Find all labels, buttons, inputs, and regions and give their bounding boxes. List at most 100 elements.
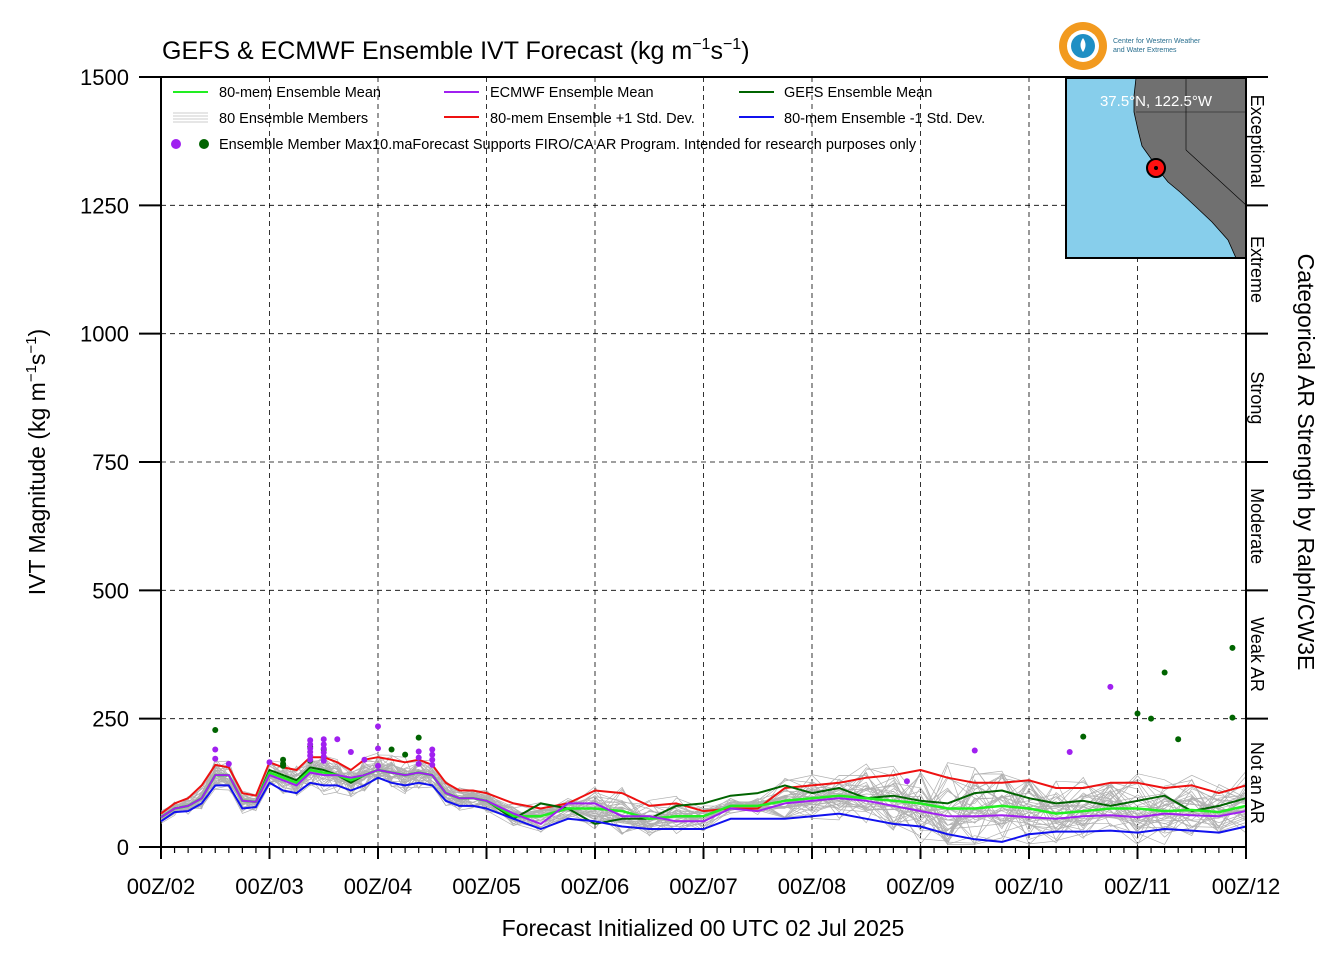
y-tick-label: 1500: [80, 65, 129, 90]
member-max-dots: [212, 644, 1236, 785]
axes: 00Z/02 00Z/03 00Z/04 00Z/05 00Z/06 00Z/07 00Z/…: [80, 65, 1280, 899]
y-tick-label: 500: [92, 578, 129, 603]
member-max-dot: [402, 751, 409, 758]
member-max-dot: [347, 749, 354, 756]
series-line: [160, 756, 1247, 815]
x-tick-label: 00Z/12: [1212, 874, 1281, 899]
member-max-dot: [429, 746, 436, 753]
member-max-dot: [1229, 644, 1236, 651]
member-max-dot: [320, 757, 327, 764]
category-label: Extreme: [1247, 236, 1267, 303]
member-max-dot: [280, 756, 287, 763]
ensemble-member-line: [160, 754, 1247, 840]
member-max-dot: [1080, 733, 1087, 740]
member-max-dot: [212, 755, 219, 762]
member-max-dot: [212, 726, 219, 733]
member-max-dot: [1066, 749, 1073, 756]
series-line: [160, 768, 1247, 821]
x-tick-label: 00Z/10: [995, 874, 1064, 899]
y-tick-label: 1250: [80, 193, 129, 218]
legend-ecmwf-mean: ECMWF Ensemble Mean: [490, 85, 654, 101]
series-line: [160, 769, 1247, 825]
ar-categories: Not an AR Weak AR Moderate Strong Extreme Exc…: [1245, 76, 1268, 847]
logo-text-line1: Center for Western Weather: [1113, 38, 1201, 45]
legend-dot-ecmwf: [171, 139, 181, 149]
category-label: Strong: [1247, 371, 1267, 424]
category-label: Not an AR: [1247, 742, 1267, 824]
member-max-dot: [429, 751, 436, 758]
x-tick-label: 00Z/09: [886, 874, 955, 899]
x-tick-label: 00Z/08: [778, 874, 847, 899]
location-map: 37.5°N, 122.5°W: [1065, 77, 1247, 259]
member-max-dot: [1161, 669, 1168, 676]
x-tick-label: 00Z/04: [344, 874, 413, 899]
x-tick-label: 00Z/05: [452, 874, 521, 899]
member-max-dot: [307, 741, 314, 748]
chart-title: GEFS & ECMWF Ensemble IVT Forecast (kg m…: [162, 36, 750, 65]
member-max-dot: [320, 741, 327, 748]
member-max-dot: [1229, 714, 1236, 721]
logo-text-line2: and Water Extremes: [1113, 47, 1177, 54]
series-lines: [160, 756, 1247, 843]
legend-dot-gefs: [199, 139, 209, 149]
legend-ensemble-mean: 80-mem Ensemble Mean: [219, 85, 381, 101]
location-label: 37.5°N, 122.5°W: [1100, 93, 1213, 110]
legend-members: 80 Ensemble Members: [219, 111, 368, 127]
member-max-dot: [429, 756, 436, 763]
x-tick-label: 00Z/11: [1104, 874, 1171, 899]
member-max-dot: [1134, 710, 1141, 717]
member-max-dot: [266, 759, 273, 766]
legend-swatch-members: [173, 112, 208, 123]
member-max-dot: [375, 723, 381, 730]
legend-minus-std: 80-mem Ensemble -1 Std. Dev.: [784, 111, 985, 127]
series-line: [160, 766, 1247, 825]
member-max-dot: [429, 761, 436, 768]
member-max-dot: [415, 734, 422, 741]
member-max-dot: [903, 778, 910, 785]
y-tick-label: 750: [92, 450, 129, 475]
category-label: Weak AR: [1247, 617, 1267, 692]
member-max-dot: [307, 752, 314, 759]
member-max-dot: [388, 746, 395, 753]
member-max-dot: [320, 736, 327, 743]
member-max-dot: [320, 753, 327, 760]
member-max-dot: [334, 736, 341, 743]
x-axis-label: Forecast Initialized 00 UTC 02 Jul 2025: [502, 915, 905, 941]
category-label: Moderate: [1247, 488, 1267, 564]
member-max-dot: [307, 737, 314, 744]
legend-plus-std: 80-mem Ensemble +1 Std. Dev.: [490, 111, 695, 127]
member-max-dot: [320, 745, 327, 752]
y-tick-label: 0: [117, 835, 129, 860]
member-max-dot: [1107, 683, 1114, 690]
category-label: Exceptional: [1247, 95, 1267, 188]
y-axis-label: IVT Magnitude (kg m−1s−1): [23, 329, 50, 595]
member-max-dot: [280, 762, 287, 769]
member-max-dot: [415, 748, 422, 755]
member-max-dot: [415, 760, 422, 767]
legend-gefs-mean: GEFS Ensemble Mean: [784, 85, 932, 101]
y-tick-label: 250: [92, 707, 129, 732]
member-max-dot: [320, 749, 327, 756]
member-max-dot: [1148, 715, 1155, 722]
series-line: [160, 776, 1247, 843]
legend: 80-mem Ensemble Mean ECMWF Ensemble Mean…: [171, 85, 985, 153]
grid-lines: [161, 77, 1246, 847]
member-max-dot: [361, 756, 368, 763]
member-max-dot: [375, 745, 381, 752]
member-max-dot: [1175, 736, 1182, 743]
ensemble-member-line: [160, 756, 1247, 842]
x-tick-label: 00Z/07: [669, 874, 738, 899]
x-tick-label: 00Z/03: [235, 874, 304, 899]
member-max-dot: [225, 760, 232, 767]
x-tick-label: 00Z/02: [127, 874, 196, 899]
member-max-dot: [971, 747, 978, 754]
right-axis-label: Categorical AR Strength by Ralph/CW3E: [1293, 254, 1319, 671]
member-max-dot: [375, 762, 381, 769]
member-max-dot: [415, 754, 422, 761]
x-tick-label: 00Z/06: [561, 874, 630, 899]
member-max-dot: [307, 756, 314, 763]
legend-member-max: Ensemble Member Max10.maForecast Support…: [219, 137, 917, 153]
cw3e-logo: Center for Western Weather and Water Ext…: [1059, 22, 1201, 70]
y-tick-label: 1000: [80, 322, 129, 347]
